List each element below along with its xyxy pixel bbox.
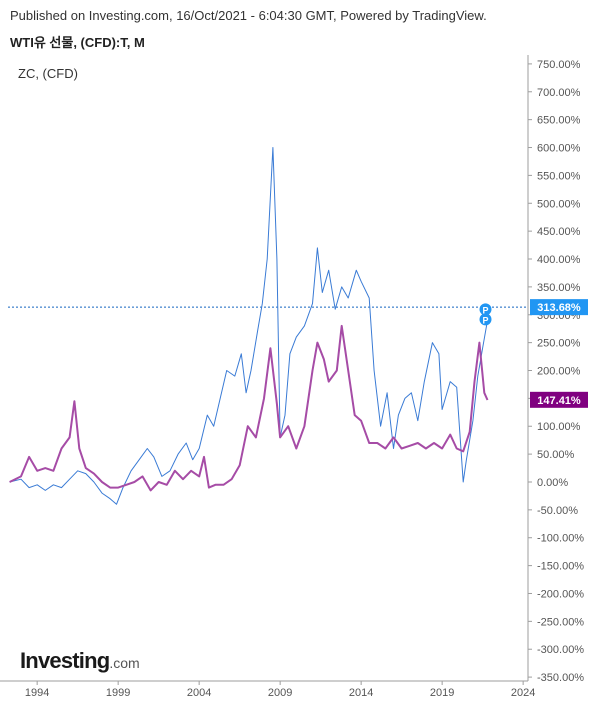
x-tick-label: 2004 [187, 687, 211, 699]
y-tick-label: -350.00% [537, 672, 584, 684]
published-notice: Published on Investing.com, 16/Oct/2021 … [10, 8, 487, 23]
y-tick-label: 500.00% [537, 198, 581, 210]
series-line-zc [9, 324, 489, 492]
y-tick-label: 200.00% [537, 366, 581, 378]
y-tick-label: 50.00% [537, 449, 575, 461]
y-tick-label: 550.00% [537, 170, 581, 182]
x-tick-label: 1999 [106, 687, 130, 699]
x-tick-label: 2019 [430, 687, 454, 699]
marker-p-label: P [482, 305, 488, 315]
y-tick-label: 350.00% [537, 282, 581, 294]
marker-p-icon [479, 303, 492, 316]
y-tick-label: -100.00% [537, 533, 584, 545]
y-tick-label: -50.00% [537, 505, 578, 517]
y-tick-label: 700.00% [537, 87, 581, 99]
chart-title: WTI유 선물, (CFD):T, M [10, 35, 145, 50]
y-tick-label: 450.00% [537, 226, 581, 238]
marker-p-icon [479, 313, 492, 326]
x-tick-label: 1994 [25, 687, 49, 699]
y-tick-label: 250.00% [537, 338, 581, 350]
y-tick-label: 400.00% [537, 254, 581, 266]
last-value-label-wti: 313.68% [537, 302, 581, 314]
series-line-wti [9, 147, 488, 505]
x-tick-label: 2009 [268, 687, 292, 699]
marker-p-label: P [482, 315, 488, 325]
investing-logo: Investing.com [20, 648, 140, 673]
y-tick-label: -200.00% [537, 588, 584, 600]
y-tick-label: 0.00% [537, 477, 568, 489]
last-value-label-zc-bg [530, 391, 588, 408]
y-tick-label: 750.00% [537, 59, 581, 71]
x-tick-label: 2014 [349, 687, 373, 699]
y-tick-label: 100.00% [537, 421, 581, 433]
y-tick-label: 600.00% [537, 143, 581, 155]
x-tick-label: 2024 [511, 687, 535, 699]
legend-zc: ZC, (CFD) [18, 66, 78, 81]
y-tick-label: -250.00% [537, 616, 584, 628]
y-tick-label: -150.00% [537, 561, 584, 573]
y-tick-label: 650.00% [537, 115, 581, 127]
last-value-label-wti-bg [530, 299, 588, 316]
last-value-label-zc: 147.41% [537, 395, 581, 407]
y-tick-label: -300.00% [537, 644, 584, 656]
